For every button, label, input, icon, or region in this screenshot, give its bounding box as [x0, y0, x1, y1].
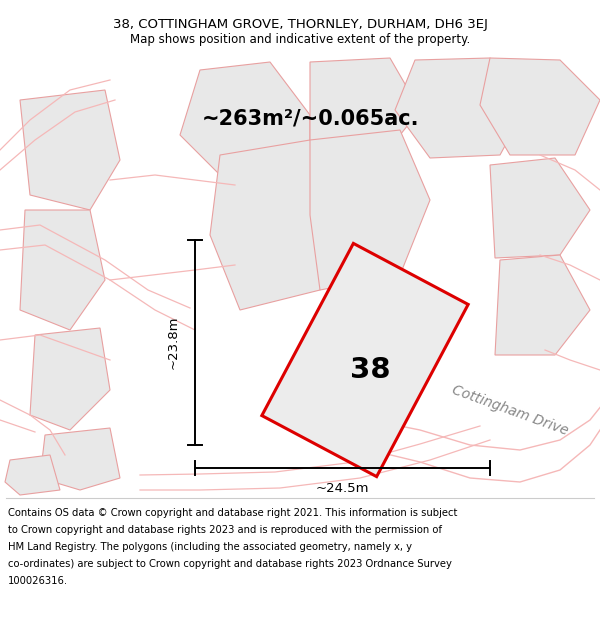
- Text: ~23.8m: ~23.8m: [167, 316, 179, 369]
- Polygon shape: [20, 210, 105, 330]
- Text: Map shows position and indicative extent of the property.: Map shows position and indicative extent…: [130, 33, 470, 46]
- Text: ~263m²/~0.065ac.: ~263m²/~0.065ac.: [201, 108, 419, 128]
- Polygon shape: [310, 58, 420, 160]
- Polygon shape: [395, 58, 530, 158]
- Text: 100026316.: 100026316.: [8, 576, 68, 586]
- Text: ~24.5m: ~24.5m: [316, 481, 369, 494]
- Polygon shape: [20, 90, 120, 210]
- Polygon shape: [490, 158, 590, 258]
- Polygon shape: [480, 58, 600, 155]
- Polygon shape: [180, 62, 310, 180]
- Polygon shape: [40, 428, 120, 490]
- Text: HM Land Registry. The polygons (including the associated geometry, namely x, y: HM Land Registry. The polygons (includin…: [8, 542, 412, 552]
- Text: Cottingham Drive: Cottingham Drive: [450, 382, 570, 438]
- Text: Contains OS data © Crown copyright and database right 2021. This information is : Contains OS data © Crown copyright and d…: [8, 508, 457, 518]
- Polygon shape: [30, 328, 110, 430]
- Polygon shape: [495, 255, 590, 355]
- Polygon shape: [210, 140, 340, 310]
- Text: co-ordinates) are subject to Crown copyright and database rights 2023 Ordnance S: co-ordinates) are subject to Crown copyr…: [8, 559, 452, 569]
- Text: to Crown copyright and database rights 2023 and is reproduced with the permissio: to Crown copyright and database rights 2…: [8, 525, 442, 535]
- Polygon shape: [310, 130, 430, 290]
- Polygon shape: [262, 243, 468, 477]
- Text: 38, COTTINGHAM GROVE, THORNLEY, DURHAM, DH6 3EJ: 38, COTTINGHAM GROVE, THORNLEY, DURHAM, …: [113, 18, 487, 31]
- Polygon shape: [5, 455, 60, 495]
- Text: 38: 38: [350, 356, 390, 384]
